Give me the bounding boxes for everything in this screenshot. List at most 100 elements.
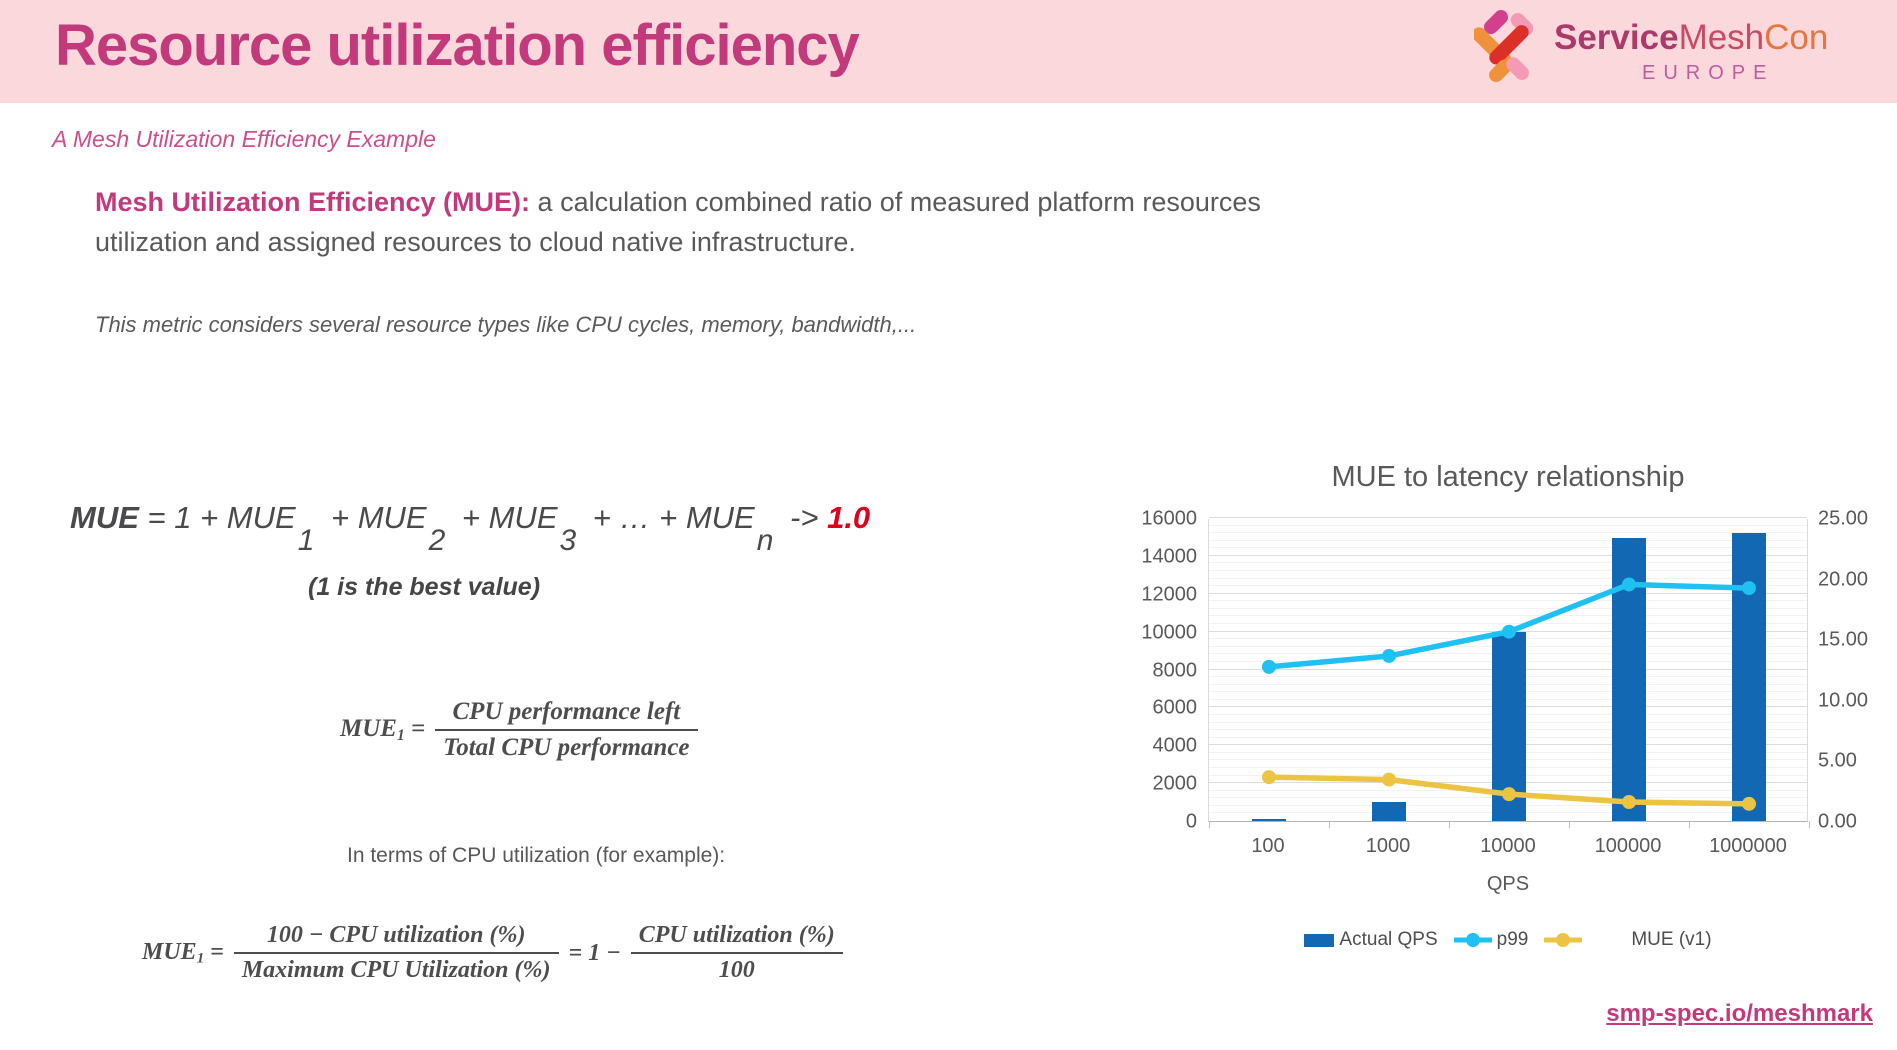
marker-MUE (v1) <box>1502 787 1516 802</box>
slide-subtitle: A Mesh Utilization Efficiency Example <box>52 126 436 152</box>
line-series-layer <box>1262 577 1756 811</box>
legend-label: MUE (v1) <box>1631 929 1712 950</box>
gridline <box>1209 570 1807 572</box>
gridline <box>1209 577 1807 579</box>
mue1-utilization-formula: MUE1 = 100 − CPU utilization (%) Maximum… <box>142 922 843 984</box>
gridline <box>1209 532 1807 534</box>
legend-item-MUE (v1): MUE (v1) <box>1544 929 1712 951</box>
x-tick-label: 1000000 <box>1709 835 1787 857</box>
legend: Actual QPS p99 MUE (v1) <box>1208 929 1808 951</box>
legend-swatch <box>1304 933 1335 947</box>
x-axis-tick <box>1329 821 1330 828</box>
y-tick-label: 12000 <box>1141 583 1197 606</box>
x-axis-tick <box>1209 821 1210 828</box>
page-title: Resource utilization efficiency <box>55 13 860 78</box>
chart-title: MUE to latency relationship <box>1331 461 1685 493</box>
footer-link[interactable]: smp-spec.io/meshmark <box>1606 1000 1873 1027</box>
marker-MUE (v1) <box>1622 795 1636 810</box>
x-axis-tick <box>1449 821 1450 828</box>
marker-MUE (v1) <box>1262 770 1276 785</box>
legend-item-Actual QPS: Actual QPS <box>1304 929 1438 951</box>
y-tick-label: 16000 <box>1141 507 1197 530</box>
logo-region: EUROPE <box>1642 62 1775 84</box>
y-tick-label: 10000 <box>1141 621 1197 644</box>
logo-con: Con <box>1764 18 1829 57</box>
fraction: CPU utilization (%) 100 <box>630 922 843 984</box>
fraction: CPU performance left Total CPU performan… <box>435 698 698 762</box>
formula-lhs: MUE1 = <box>340 715 426 744</box>
formula-text: + MUE <box>322 500 427 535</box>
gridline <box>1209 615 1807 617</box>
formula-caption: (1 is the best value) <box>308 573 541 601</box>
formula-text: = 1 + MUE <box>138 500 296 535</box>
formula-subscript: 3 <box>559 524 577 557</box>
fraction-numerator: CPU utilization (%) <box>630 922 843 954</box>
mue1-cpu-formula: MUE1 = CPU performance left Total CPU pe… <box>340 698 698 762</box>
cpu-utilization-note: In terms of CPU utilization (for example… <box>347 844 726 867</box>
definition-paragraph: Mesh Utilization Efficiency (MUE): a cal… <box>95 182 1380 262</box>
formula-lhs: MUE <box>70 500 139 535</box>
gridline <box>1209 562 1807 564</box>
x-axis-tick <box>1689 821 1690 828</box>
formula-lhs: MUE1 = <box>142 938 224 967</box>
formula-subscript: 2 <box>428 524 446 557</box>
fraction: 100 − CPU utilization (%) Maximum CPU Ut… <box>233 922 559 984</box>
formula-subscript: 1 <box>297 524 315 557</box>
x-axis-title: QPS <box>1486 873 1530 895</box>
y-tick-label: 5.00 <box>1818 749 1857 772</box>
fraction-denominator: Maximum CPU Utilization (%) <box>241 957 551 983</box>
gridline <box>1209 524 1807 526</box>
logo-mesh: Mesh <box>1678 18 1765 57</box>
gridline <box>1209 554 1807 556</box>
bar-1000 <box>1372 802 1406 821</box>
legend-item-p99: p99 <box>1453 929 1529 951</box>
formula-text: + … + MUE <box>584 500 755 535</box>
formula-middle: = 1 − <box>568 939 621 966</box>
metric-note: This metric considers several resource t… <box>95 312 917 337</box>
y-tick-label: 0 <box>1185 810 1197 833</box>
legend-marker <box>1544 933 1583 947</box>
gridline <box>1209 517 1807 518</box>
definition-lead: Mesh Utilization Efficiency (MUE): <box>95 187 531 217</box>
fraction-numerator: CPU performance left <box>435 698 698 731</box>
x-axis-labels: 100 1000 10000 100000 1000000 <box>1208 835 1808 861</box>
x-tick-label: 1000 <box>1365 835 1411 857</box>
logo-service: Service <box>1554 18 1679 57</box>
marker-MUE (v1) <box>1742 796 1756 811</box>
legend-label: p99 <box>1496 929 1529 950</box>
header-strip: Resource utilization efficiency ServiceM… <box>0 0 1897 103</box>
x-axis-tick <box>1569 821 1570 828</box>
marker-p99 <box>1262 659 1276 674</box>
formula-text: + MUE <box>453 500 558 535</box>
x-tick-label: 100 <box>1251 835 1285 857</box>
legend-label: Actual QPS <box>1339 929 1438 950</box>
gridline <box>1209 623 1807 625</box>
marker-p99 <box>1742 581 1756 596</box>
mesh-weave-icon <box>1474 10 1534 83</box>
y-tick-label: 10.00 <box>1818 689 1869 712</box>
gridline <box>1209 607 1807 609</box>
gridline <box>1209 592 1807 594</box>
marker-p99 <box>1622 577 1636 592</box>
servicemeshcon-logo: ServiceMeshCon EUROPE <box>1470 4 1888 98</box>
legend-marker <box>1453 933 1492 947</box>
y-tick-label: 4000 <box>1152 734 1198 757</box>
y-tick-label: 15.00 <box>1818 628 1869 651</box>
logo-wordmark: ServiceMeshCon <box>1554 18 1828 58</box>
bar-100 <box>1252 819 1286 821</box>
gridline <box>1209 585 1807 587</box>
y-tick-label: 0.00 <box>1818 810 1857 833</box>
y-tick-label: 6000 <box>1152 696 1198 719</box>
fraction-numerator: 100 − CPU utilization (%) <box>233 922 559 954</box>
marker-p99 <box>1382 648 1396 663</box>
mue-latency-chart: MUE to latency relationship 16000 14000 12… <box>1085 455 1885 975</box>
gridline <box>1209 547 1807 549</box>
y-tick-label: 20.00 <box>1818 568 1869 591</box>
plot-area <box>1208 517 1810 828</box>
mue-sum-formula: MUE = 1 + MUE1 + MUE2 + MUE3 + … + MUEn … <box>70 500 870 558</box>
y-axis-right-labels: 25.00 20.00 15.00 10.00 5.00 0.00 <box>1818 508 1888 833</box>
x-axis-tick <box>1809 821 1810 828</box>
y-tick-label: 8000 <box>1152 659 1198 681</box>
marker-MUE (v1) <box>1382 772 1396 787</box>
